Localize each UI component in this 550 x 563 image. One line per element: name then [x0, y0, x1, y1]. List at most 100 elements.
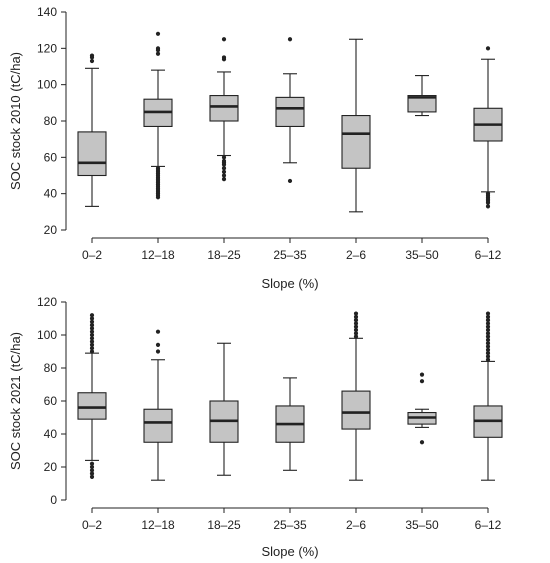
x-tick-label: 6–12 — [475, 248, 502, 262]
y-tick-label: 80 — [44, 361, 58, 375]
x-axis-title: Slope (%) — [261, 544, 318, 559]
outlier-point — [485, 324, 491, 329]
outlier-point — [89, 464, 95, 470]
y-tick-label: 20 — [44, 223, 58, 237]
outlier-point — [287, 37, 293, 42]
outlier-point — [155, 329, 161, 334]
x-tick-label: 0–2 — [82, 518, 102, 532]
y-tick-label: 100 — [37, 328, 57, 342]
y-tick-label: 100 — [37, 78, 57, 92]
outlier-point — [221, 37, 227, 42]
outlier-point — [89, 349, 95, 354]
outlier-point — [89, 332, 95, 338]
outlier-point — [419, 379, 425, 384]
outlier-point — [89, 58, 95, 64]
outlier-point — [221, 177, 227, 182]
x-tick-label: 35–50 — [405, 248, 439, 262]
y-tick-label: 20 — [44, 460, 58, 474]
x-tick-label: 18–25 — [207, 248, 241, 262]
box-iqr — [341, 115, 371, 169]
outlier-point — [155, 166, 161, 171]
outlier-point — [485, 357, 491, 362]
outlier-point — [485, 354, 491, 359]
x-tick-label: 12–18 — [141, 248, 175, 262]
outlier-point — [419, 440, 425, 445]
box-iqr — [407, 95, 437, 113]
panel-soc-2021: 0 20 40 60 80 100 120 0–2 12–18 18–25 25–35 2–6 35–5… — [8, 295, 503, 559]
outlier-point — [353, 321, 359, 326]
outlier-point — [89, 468, 95, 473]
outlier-point — [89, 474, 95, 479]
outlier-point — [155, 46, 161, 51]
outlier-point — [485, 341, 491, 346]
outlier-point — [89, 323, 95, 328]
y-tick-label: 80 — [44, 114, 58, 128]
outlier-point — [155, 349, 161, 354]
outlier-point — [155, 31, 161, 36]
outlier-point — [89, 313, 95, 318]
outlier-point — [89, 339, 95, 344]
outlier-point — [89, 471, 95, 476]
outlier-point — [221, 173, 227, 178]
outlier-point — [89, 53, 95, 58]
outlier-point — [287, 178, 293, 184]
box-iqr — [209, 95, 239, 122]
outlier-point — [155, 342, 161, 347]
outlier-point — [89, 346, 95, 351]
y-tick-label: 120 — [37, 41, 57, 55]
outlier-point — [485, 321, 491, 326]
outlier-point — [485, 327, 491, 333]
x-tick-label: 2–6 — [346, 248, 366, 262]
y-axis-title: SOC stock 2021 (tC/ha) — [8, 332, 23, 470]
outlier-point — [221, 155, 227, 160]
box-iqr — [77, 131, 107, 177]
outlier-point — [89, 336, 95, 341]
outlier-point — [485, 318, 491, 323]
outlier-point — [89, 342, 95, 347]
outlier-point — [485, 351, 491, 356]
box-iqr — [77, 392, 107, 420]
outlier-point — [353, 327, 359, 333]
outlier-point — [485, 347, 491, 352]
x-tick-label: 35–50 — [405, 518, 439, 532]
outlier-point — [353, 334, 359, 339]
outlier-point — [353, 324, 359, 329]
x-tick-label: 6–12 — [475, 518, 502, 532]
y-tick-label: 60 — [44, 150, 58, 164]
outlier-point — [485, 334, 491, 339]
y-tick-label: 140 — [37, 5, 57, 19]
panel-soc-2010: 20 40 60 80 100 120 140 0–2 12–18 18–25 25–35 2–6 35… — [8, 5, 503, 291]
y-axis-title: SOC stock 2010 (tC/ha) — [8, 52, 23, 190]
x-tick-label: 25–35 — [273, 248, 307, 262]
y-tick-label: 40 — [44, 427, 58, 441]
y-tick-label: 120 — [37, 295, 57, 309]
outlier-point — [221, 166, 227, 171]
y-tick-label: 60 — [44, 394, 58, 408]
outlier-point — [221, 55, 227, 60]
x-tick-label: 12–18 — [141, 518, 175, 532]
outlier-point — [89, 329, 95, 334]
outlier-point — [485, 46, 491, 51]
box-iqr — [275, 96, 305, 127]
outlier-point — [485, 337, 491, 343]
outlier-point — [485, 344, 491, 349]
y-tick-label: 40 — [44, 187, 58, 201]
outlier-point — [419, 372, 425, 377]
outlier-point — [353, 311, 359, 316]
x-axis-title: Slope (%) — [261, 276, 318, 291]
outlier-point — [89, 326, 95, 331]
outlier-point — [485, 331, 491, 336]
x-tick-label: 25–35 — [273, 518, 307, 532]
outlier-point — [353, 318, 359, 323]
x-tick-label: 0–2 — [82, 248, 102, 262]
y-tick-label: 0 — [50, 493, 57, 507]
outlier-point — [89, 461, 95, 466]
outlier-point — [89, 319, 95, 324]
x-tick-label: 2–6 — [346, 518, 366, 532]
outlier-point — [485, 204, 491, 209]
box-iqr — [143, 408, 173, 443]
outlier-point — [485, 311, 491, 316]
x-tick-label: 18–25 — [207, 518, 241, 532]
outlier-point — [353, 331, 359, 336]
